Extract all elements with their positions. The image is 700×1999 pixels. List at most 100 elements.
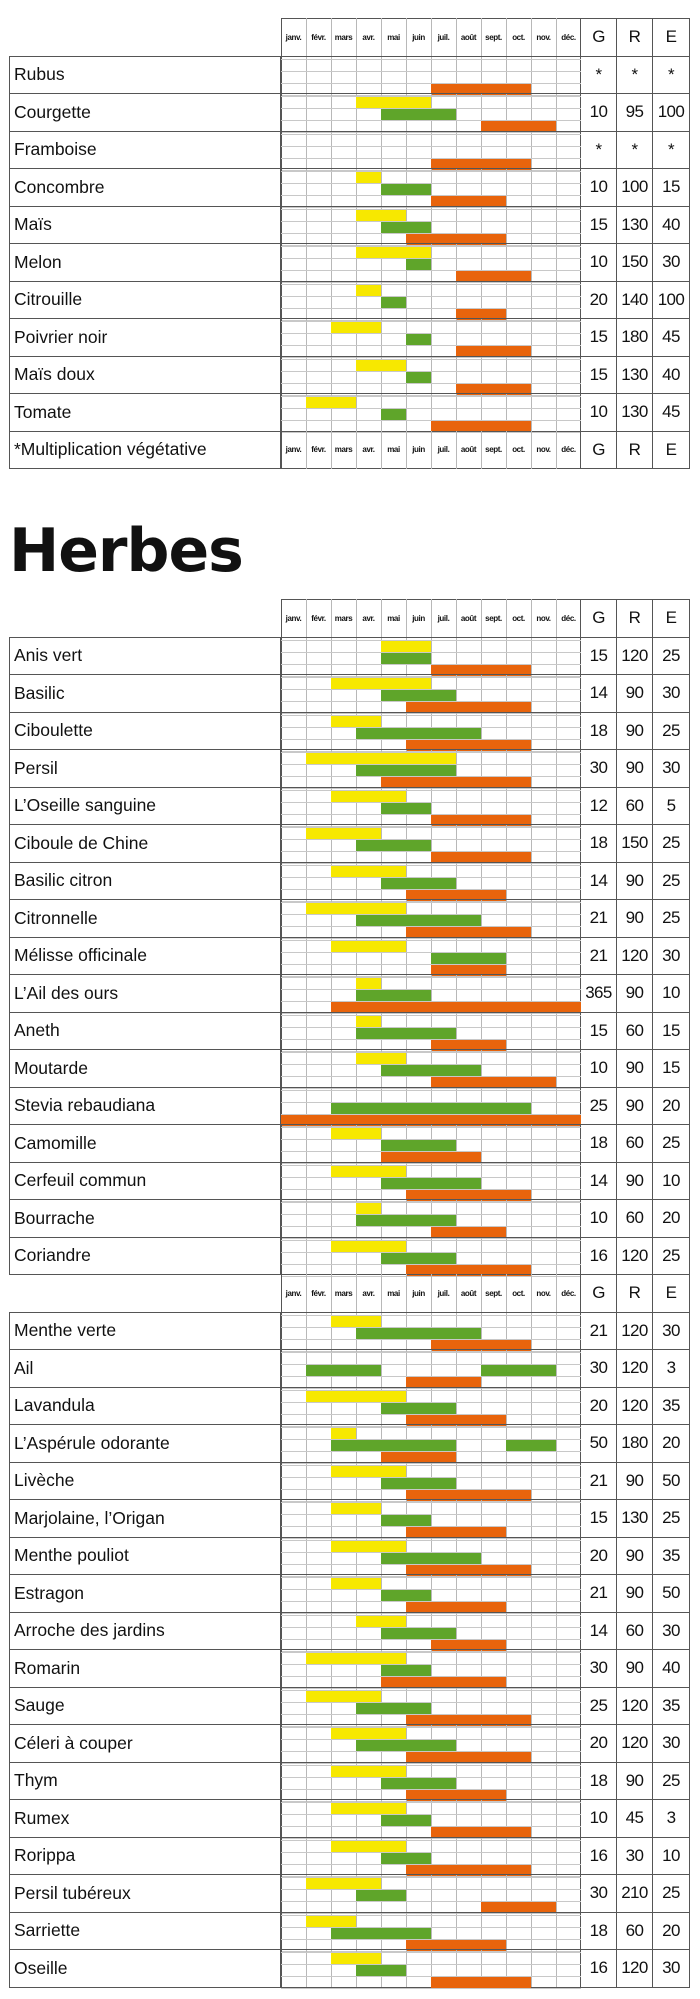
- value-r: 90: [617, 1536, 653, 1575]
- grid-line: [356, 1162, 357, 1199]
- grid-line: [281, 1488, 581, 1490]
- harvest-bar: [381, 1152, 481, 1163]
- plant-name: Anis vert: [9, 636, 281, 675]
- grid-line: [381, 56, 382, 93]
- grid-line: [281, 989, 581, 990]
- grid-line: [281, 1314, 581, 1316]
- grid-line: [306, 281, 307, 318]
- grid-line: [431, 1274, 432, 1313]
- grid-line: [556, 56, 557, 93]
- value-e: 25: [653, 1236, 690, 1275]
- sowing-bar: [306, 1690, 381, 1702]
- value-r: 120: [617, 636, 653, 675]
- plant-name: Concombre: [9, 168, 281, 207]
- planting-bar: [406, 259, 431, 270]
- grid-line: [356, 319, 357, 356]
- grid-line: [281, 1026, 581, 1028]
- grid-line: [281, 738, 581, 740]
- grid-line: [281, 1837, 282, 1874]
- grid-line: [531, 430, 532, 469]
- grid-line: [456, 599, 457, 638]
- grid-line: [281, 1664, 581, 1665]
- value-g: 20: [581, 1386, 617, 1425]
- value-e: 20: [653, 1424, 690, 1463]
- grid-line: [580, 1500, 581, 1537]
- value-e: 15: [653, 1049, 690, 1088]
- plant-name: Maïs: [9, 205, 281, 244]
- harvest-bar: [406, 1714, 531, 1726]
- harvest-bar: [381, 777, 531, 788]
- grid-line: [431, 1800, 432, 1837]
- grid-line: [356, 394, 357, 431]
- grid-line: [306, 1612, 307, 1649]
- grid-line: [281, 1938, 581, 1940]
- value-g: 14: [581, 1611, 617, 1650]
- grid-line: [281, 58, 581, 60]
- grid-line: [281, 839, 581, 840]
- grid-line: [580, 356, 581, 393]
- grid-line: [281, 1439, 581, 1440]
- grid-line: [506, 18, 507, 57]
- planting-bar: [406, 371, 431, 383]
- grid-line: [281, 1038, 581, 1040]
- planting-bar: [381, 877, 456, 889]
- grid-line: [281, 281, 282, 318]
- grid-line: [281, 420, 581, 421]
- grid-line: [331, 937, 332, 974]
- planting-bar: [381, 1552, 481, 1564]
- grid-line: [556, 675, 557, 712]
- grid-line: [506, 1462, 507, 1499]
- value-r: 90: [617, 861, 653, 900]
- value-r: 90: [617, 1574, 653, 1613]
- grid-line: [556, 1800, 557, 1837]
- value-g: 14: [581, 1161, 617, 1200]
- harvest-bar: [281, 1114, 581, 1126]
- grid-line: [306, 1312, 307, 1349]
- grid-line: [431, 244, 432, 281]
- harvest-bar: [406, 702, 531, 713]
- month-label: juin: [412, 613, 425, 623]
- value-e: 15: [653, 168, 690, 207]
- grid-line: [281, 1427, 581, 1428]
- harvest-bar: [431, 1639, 506, 1651]
- grid-line: [356, 637, 357, 674]
- grid-line: [281, 1352, 581, 1353]
- plant-row: Moutarde 10 90 15: [9, 1049, 690, 1089]
- grid-line: [331, 975, 332, 1012]
- value-g: 365: [581, 974, 617, 1013]
- plant-name: Ail: [9, 1349, 281, 1388]
- plant-row: Sauge 25 120 35: [9, 1686, 690, 1727]
- grid-line: [331, 1800, 332, 1837]
- planting-bar: [381, 1177, 481, 1189]
- grid-line: [580, 975, 581, 1012]
- grid-line: [281, 1800, 282, 1837]
- grid-line: [531, 1162, 532, 1199]
- grid-line: [281, 1200, 282, 1237]
- sowing-bar: [331, 1465, 406, 1477]
- grid-line: [331, 356, 332, 393]
- value-r: 180: [617, 318, 653, 357]
- grid-line: [281, 1626, 581, 1628]
- grid-line: [331, 56, 332, 93]
- grid-line: [531, 1762, 532, 1799]
- grid-line: [481, 319, 482, 356]
- grid-line: [281, 851, 581, 852]
- grid-line: [281, 232, 581, 234]
- grid-line: [281, 1802, 581, 1803]
- month-label: déc.: [561, 1288, 576, 1298]
- grid-line: [281, 108, 581, 109]
- calendar-grid: [281, 861, 581, 902]
- value-g: 15: [581, 1499, 617, 1538]
- grid-line: [331, 1462, 332, 1499]
- sowing-bar: [331, 1540, 406, 1552]
- plant-row: Bourrache 10 60 20: [9, 1199, 690, 1239]
- plant-name: Bourrache: [9, 1199, 281, 1238]
- month-label: oct.: [512, 1288, 525, 1298]
- grid-line: [556, 862, 557, 899]
- grid-line: [281, 1689, 581, 1691]
- grid-line: [281, 764, 581, 765]
- harvest-bar: [431, 421, 531, 432]
- value-g: 16: [581, 1236, 617, 1275]
- grid-line: [456, 430, 457, 469]
- grid-line: [281, 801, 581, 803]
